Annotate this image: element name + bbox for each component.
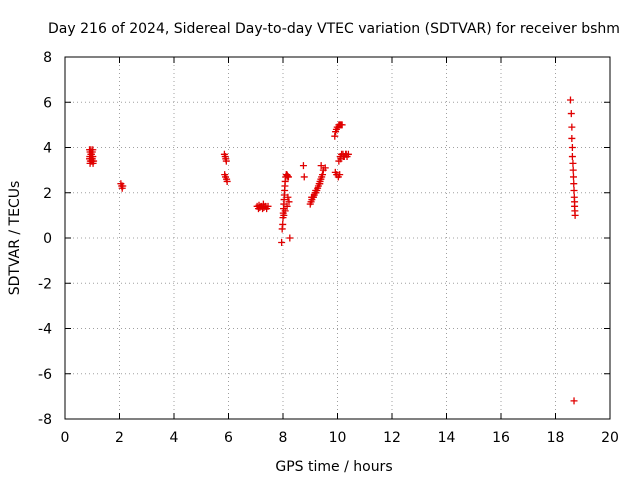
x-tick-label: 10 (329, 430, 347, 446)
data-point (278, 239, 286, 247)
data-point (321, 164, 329, 172)
y-tick-label: 4 (43, 141, 52, 157)
x-tick-labels: 0 2 4 6 8 10 12 14 16 18 20 (61, 430, 619, 446)
data-point (259, 200, 267, 208)
data-point (255, 201, 263, 209)
data-point (317, 162, 325, 170)
data-point (568, 123, 576, 131)
y-tick-labels: -8 -6 -4 -2 0 2 4 6 8 (38, 50, 52, 428)
x-tick-label: 20 (601, 430, 619, 446)
data-point (566, 96, 574, 104)
x-tick-label: 12 (383, 430, 401, 446)
data-point (223, 177, 231, 185)
data-point (568, 153, 576, 161)
data-point (569, 166, 577, 174)
data-point (284, 173, 292, 181)
data-point (336, 171, 344, 179)
x-axis-label: GPS time / hours (275, 459, 392, 475)
data-point (567, 110, 575, 118)
data-point (286, 234, 294, 242)
x-tick-label: 8 (279, 430, 288, 446)
data-point (570, 186, 578, 194)
data-points (86, 96, 579, 405)
data-point (280, 211, 288, 219)
data-point (342, 150, 350, 158)
data-point (299, 162, 307, 170)
data-point (568, 134, 576, 142)
data-point (312, 186, 320, 194)
data-point (87, 157, 95, 165)
data-point (570, 397, 578, 405)
data-point (338, 121, 346, 129)
x-tick-label: 16 (492, 430, 510, 446)
data-point (279, 220, 287, 228)
data-point (568, 144, 576, 151)
y-tick-label: -8 (38, 412, 52, 428)
x-tick-label: 2 (115, 430, 124, 446)
y-tick-label: -6 (38, 367, 52, 383)
data-point (570, 180, 578, 188)
x-tick-label: 6 (224, 430, 233, 446)
grid (65, 57, 610, 419)
y-axis-label: SDTVAR / TECUs (7, 181, 23, 296)
data-point (300, 173, 308, 181)
data-point (89, 146, 97, 154)
data-point (281, 207, 289, 215)
plot-frame (64, 56, 611, 420)
x-tick-label: 0 (61, 430, 70, 446)
data-point (316, 180, 324, 188)
y-tick-label: -4 (38, 322, 52, 338)
chart-title: Day 216 of 2024, Sidereal Day-to-day VTE… (48, 21, 620, 37)
y-tick-label: 8 (43, 50, 52, 66)
data-point (119, 182, 127, 190)
data-point (222, 157, 230, 165)
y-tick-label: 0 (43, 231, 52, 247)
data-point (284, 193, 292, 201)
data-point (89, 153, 97, 161)
x-tick-label: 18 (547, 430, 565, 446)
data-point (569, 159, 577, 167)
data-point (571, 211, 579, 219)
y-tick-label: -2 (38, 276, 52, 292)
data-point (264, 202, 272, 210)
data-point (331, 132, 339, 140)
data-point (308, 193, 316, 201)
data-point (283, 202, 291, 210)
y-tick-label: 2 (43, 186, 52, 202)
data-point (285, 198, 293, 206)
data-point (319, 171, 327, 179)
x-tick-label: 4 (170, 430, 179, 446)
y-tick-label: 6 (43, 95, 52, 111)
data-point (569, 173, 577, 181)
x-tick-label: 14 (438, 430, 456, 446)
